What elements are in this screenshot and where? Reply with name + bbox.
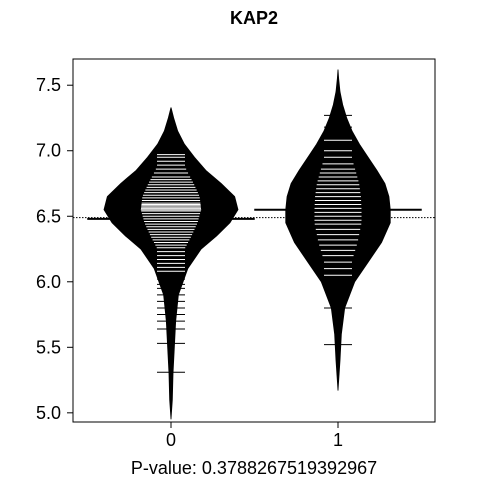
plot-area [73,69,435,420]
pvalue-caption: P-value: 0.3788267519392967 [131,458,377,478]
y-tick-label: 5.5 [36,337,61,357]
y-tick-label: 5.0 [36,403,61,423]
bean-group-0 [87,107,255,420]
y-tick-label: 7.0 [36,141,61,161]
plot-frame [72,58,436,423]
y-tick-label: 6.5 [36,206,61,226]
x-tick-label: 0 [166,430,176,450]
y-axis: 5.0 5.5 6.0 6.5 7.0 7.5 [36,75,73,423]
bean-shape-1 [285,69,391,391]
y-tick-label: 7.5 [36,75,61,95]
x-tick-label: 1 [333,430,343,450]
bean-group-1 [254,69,422,391]
y-tick-label: 6.0 [36,272,61,292]
chart-title: KAP2 [230,8,278,28]
